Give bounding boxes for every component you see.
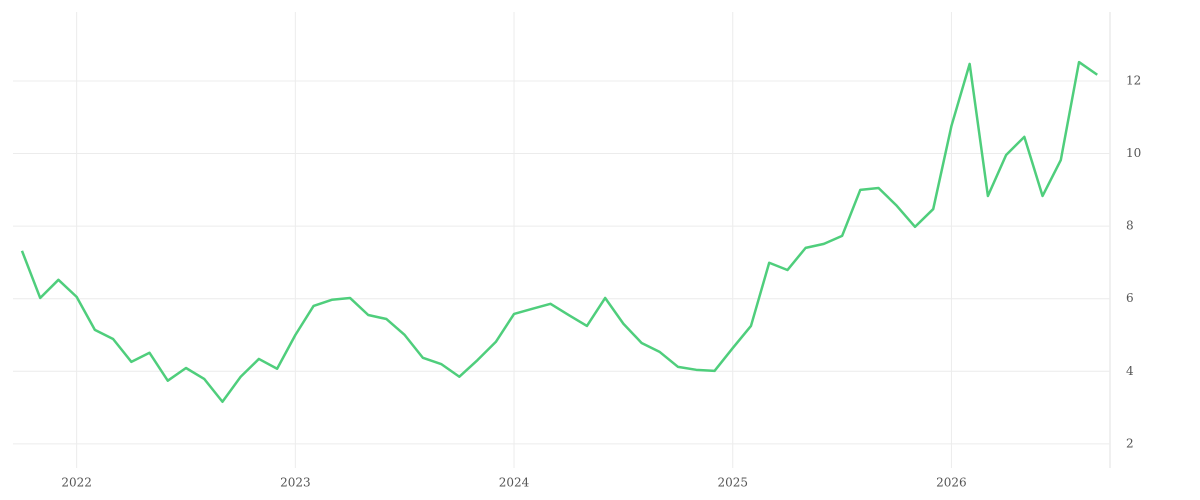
x-tick-label: 2026 (936, 476, 967, 490)
y-tick-label: 8 (1126, 219, 1134, 233)
x-tick-label: 2025 (717, 476, 748, 490)
y-tick-label: 2 (1126, 436, 1134, 450)
y-tick-label: 12 (1126, 73, 1141, 87)
line-series (20, 60, 1098, 404)
y-tick-label: 10 (1126, 146, 1141, 160)
x-tick-label: 2024 (499, 476, 530, 490)
y-tick-label: 4 (1126, 364, 1134, 378)
x-tick-label: 2022 (61, 476, 92, 490)
y-tick-label: 6 (1126, 291, 1134, 305)
x-tick-label: 2023 (280, 476, 311, 490)
